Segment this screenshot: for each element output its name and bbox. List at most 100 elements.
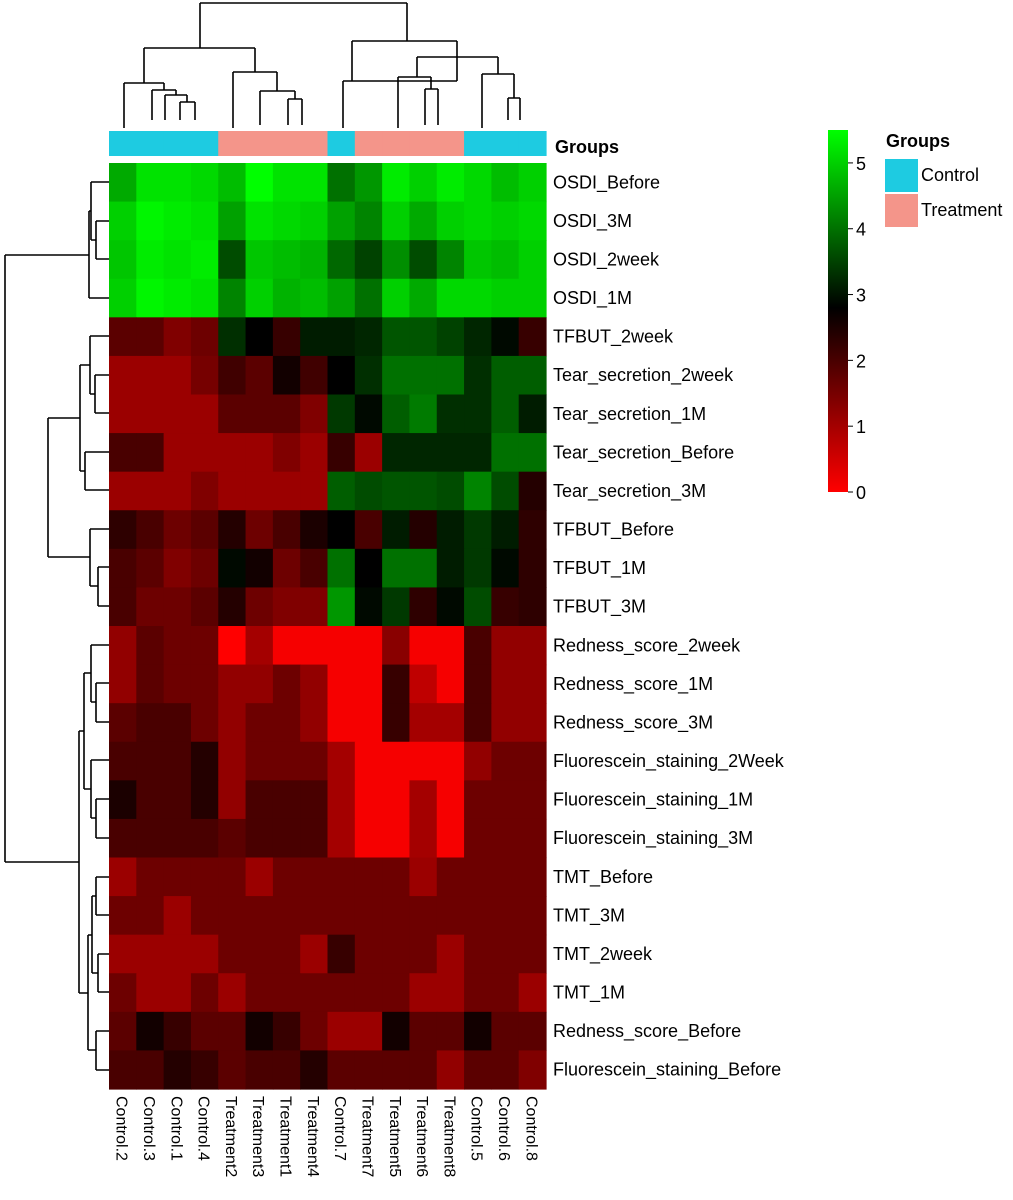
row-dendrogram-branch: [95, 876, 109, 916]
heatmap-cell: [327, 355, 356, 396]
heatmap-cell: [409, 510, 438, 550]
group-bar-cell: [518, 131, 547, 156]
heatmap-cell: [163, 703, 192, 743]
heatmap-cell: [163, 548, 192, 589]
group-bar-cell: [464, 131, 492, 156]
heatmap-cell: [190, 857, 219, 897]
heatmap-cell: [300, 587, 329, 627]
heatmap-cell: [218, 317, 247, 357]
heatmap-cell: [436, 471, 465, 511]
heatmap-cell: [163, 510, 192, 550]
heatmap-cell: [491, 240, 520, 280]
row-label: Tear_secretion_3M: [553, 481, 706, 502]
heatmap-cell: [163, 664, 192, 704]
heatmap-cell: [218, 355, 247, 396]
heatmap-cell: [464, 780, 492, 820]
heatmap-cell: [518, 471, 547, 511]
row-label: Redness_score_3M: [553, 712, 713, 733]
column-label: Treatment4: [304, 1096, 321, 1177]
heatmap-cell: [464, 355, 492, 396]
heatmap-cell: [327, 664, 356, 704]
heatmap-cell: [354, 934, 383, 974]
heatmap-cell: [300, 201, 329, 241]
heatmap-cell: [245, 780, 274, 820]
row-dendrogram-branch: [95, 1030, 109, 1071]
heatmap-cell: [491, 626, 520, 666]
heatmap-cell: [245, 703, 274, 743]
heatmap-cell: [354, 664, 383, 704]
heatmap-cell: [491, 934, 520, 974]
heatmap-cell: [136, 355, 165, 396]
heatmap-cell: [218, 510, 247, 550]
group-legend-items: Control Treatment: [885, 159, 1002, 227]
heatmap-cell: [382, 163, 411, 203]
heatmap-cell: [518, 355, 547, 396]
heatmap-cell: [436, 934, 465, 974]
heatmap-cell: [272, 355, 301, 396]
heatmap-cell: [190, 973, 219, 1013]
heatmap-cell: [245, 317, 274, 357]
heatmap-cell: [272, 896, 301, 936]
heatmap-cell: [354, 510, 383, 550]
column-dendrogram-branch: [397, 76, 432, 128]
heatmap-cell: [518, 857, 547, 897]
heatmap-cell: [272, 857, 301, 897]
heatmap-cell: [300, 510, 329, 550]
heatmap-cell: [327, 548, 356, 589]
heatmap-cell: [491, 857, 520, 897]
heatmap-cell: [436, 973, 465, 1013]
heatmap-cell: [245, 1050, 274, 1090]
heatmap-cell: [409, 394, 438, 434]
heatmap-cell: [190, 741, 219, 781]
heatmap-cell: [272, 780, 301, 820]
heatmap-cell: [245, 587, 274, 627]
column-dendrogram-branch: [164, 94, 188, 120]
heatmap-cell: [464, 934, 492, 974]
heatmap-cell: [409, 703, 438, 743]
heatmap-cell: [327, 1050, 356, 1090]
heatmap-cell: [518, 278, 547, 318]
heatmap-cell: [518, 703, 547, 743]
row-label: TFBUT_Before: [553, 520, 674, 541]
heatmap-cell: [382, 355, 411, 396]
heatmap-cell: [245, 510, 274, 550]
heatmap-cell: [382, 548, 411, 589]
heatmap-cell: [382, 973, 411, 1013]
heatmap-cell: [136, 703, 165, 743]
row-dendrogram-branch: [90, 644, 109, 703]
heatmap-cell: [354, 741, 383, 781]
heatmap-cell: [272, 934, 301, 974]
heatmap-cell: [491, 1011, 520, 1052]
heatmap-cell: [163, 587, 192, 627]
column-label: Control.1: [167, 1096, 184, 1161]
heatmap-cell: [109, 587, 137, 627]
heatmap-cell: [300, 780, 329, 820]
column-label: Treatment5: [386, 1096, 403, 1177]
heatmap-cell: [272, 240, 301, 280]
heatmap-cell: [354, 240, 383, 280]
group-bar-cell: [327, 131, 356, 156]
heatmap-cell: [327, 934, 356, 974]
heatmap-cell: [436, 857, 465, 897]
column-label: Control.3: [140, 1096, 157, 1161]
row-label: TMT_1M: [553, 983, 625, 1004]
heatmap-cell: [300, 355, 329, 396]
heatmap-cell: [409, 163, 438, 203]
heatmap-cell: [518, 664, 547, 704]
heatmap-cell: [464, 394, 492, 434]
heatmap-cell: [409, 780, 438, 820]
color-scale-bar: [828, 130, 848, 492]
row-label: Fluorescein_staining_Before: [553, 1060, 781, 1081]
heatmap-cell: [190, 278, 219, 318]
heatmap-cell: [190, 510, 219, 550]
column-labels: Control.2 Control.3 Control.1 Control.4 Trea…: [113, 1096, 540, 1177]
heatmap-cell: [436, 626, 465, 666]
heatmap-cell: [245, 896, 274, 936]
heatmap-cell: [109, 1050, 137, 1090]
heatmap-cell: [300, 240, 329, 280]
heatmap-cell: [190, 896, 219, 936]
group-bar-cell: [272, 131, 301, 156]
heatmap-cell: [327, 317, 356, 357]
column-label: Control.7: [331, 1096, 348, 1161]
heatmap-cell: [409, 934, 438, 974]
